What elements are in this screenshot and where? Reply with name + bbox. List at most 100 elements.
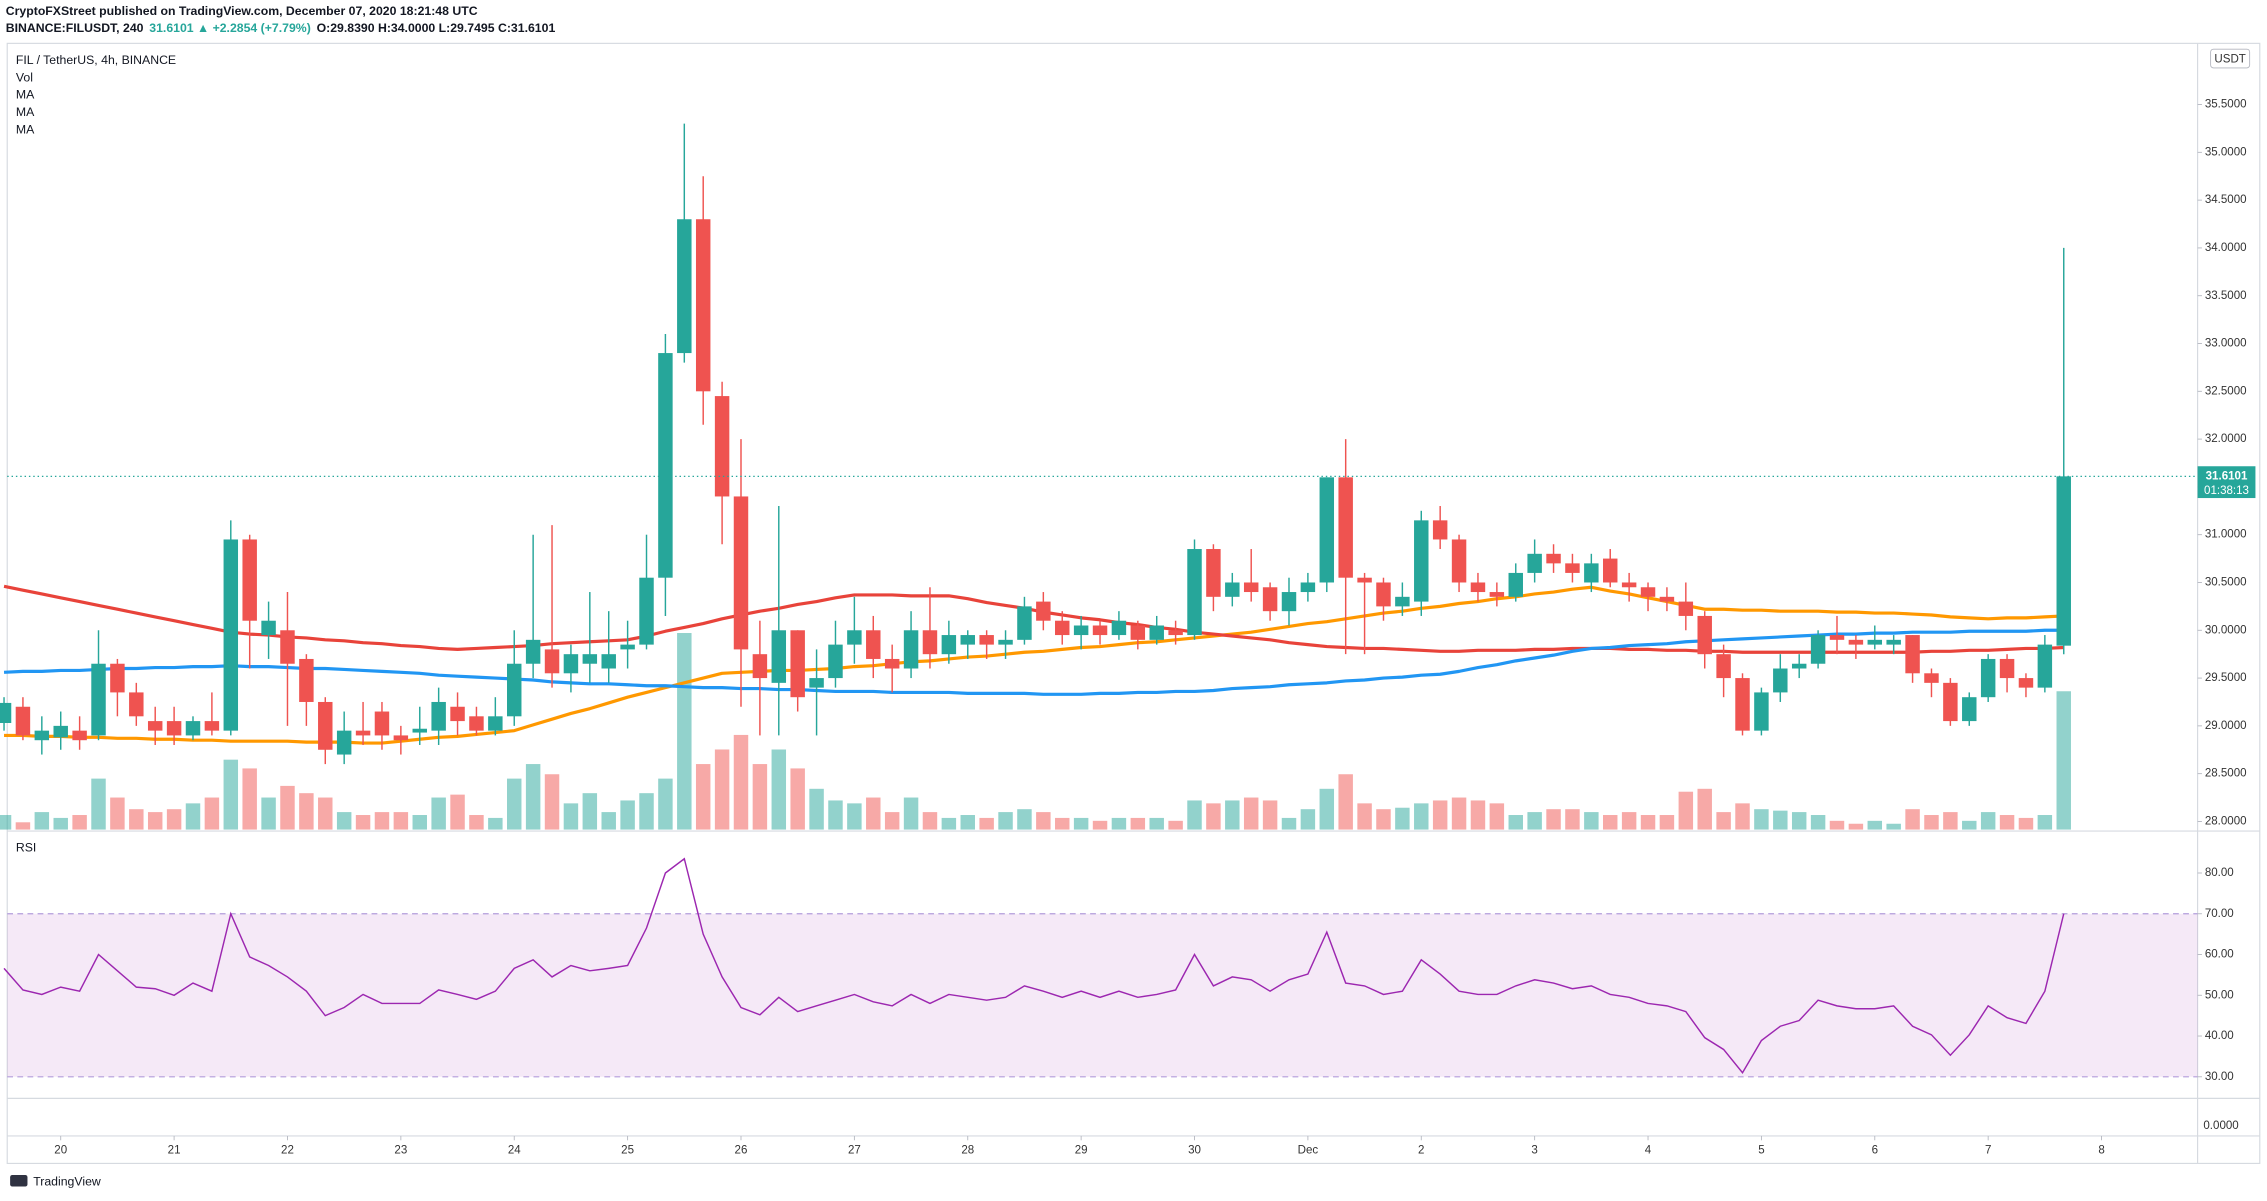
candle-body [72,730,87,741]
candle-body [374,711,390,736]
x-tick-label: 26 [735,1144,748,1156]
volume-bar [752,764,768,830]
volume-bar [1111,817,1127,830]
volume-bar [110,797,125,830]
volume-bar [1810,815,1826,830]
candle-body [1262,587,1278,612]
candle-body [2037,644,2053,688]
candle-body [1886,639,1901,645]
x-tick-label: 4 [1645,1144,1652,1156]
candle-body [1036,601,1051,621]
volume-bar [1281,817,1297,830]
volume-bar [620,800,635,830]
candle-body [280,630,295,664]
volume-bar [1432,800,1448,830]
candle-body [1810,635,1826,664]
candle-body [1848,639,1864,645]
candle-body [1073,625,1089,636]
candle-body [525,639,541,664]
y-tick-label: 28.5000 [2205,768,2247,780]
candle-body [242,539,257,621]
y-tick-label: 29.5000 [2205,672,2247,684]
candle-body [1414,520,1429,602]
currency: USDT [2214,53,2245,65]
candle-body [1962,697,1977,722]
candle-body [450,706,465,722]
candle-body [1943,682,1958,722]
y-tick-label: 35.0000 [2205,146,2247,158]
candle-body [1867,639,1883,645]
volume-bar [1980,812,1996,830]
candle-body [15,706,31,736]
candle-body [1754,692,1769,731]
volume-bar [1470,800,1486,830]
candle-body [1092,625,1108,636]
volume-bar [960,815,975,830]
candle-body [1584,563,1599,583]
volume-bar [204,797,220,830]
candle-body [847,630,862,645]
volume-bar [544,774,560,830]
symbol-line: BINANCE:FILUSDT, 240 31.6101 ▲ +2.2854 (+… [6,21,556,35]
volume-bar [979,817,994,830]
candle-body [828,644,843,679]
volume-bar [1262,800,1278,830]
volume-bar [809,788,824,830]
volume-bar [393,812,409,830]
volume-bar [1603,815,1618,830]
volume-bar [582,793,598,830]
candle-body [1376,582,1391,607]
volume-bar [1584,812,1599,830]
x-tick-label: 28 [961,1144,974,1156]
brand-logo [10,1174,28,1187]
volume-bar [922,812,938,830]
volume-bar [601,812,616,830]
candle-body [34,730,50,741]
volume-bar [185,803,201,830]
rsi-line [3,857,2065,1074]
brand[interactable]: TradingView [10,1174,101,1188]
volume-bar [1338,774,1353,830]
volume-bar [1414,803,1429,830]
candle-body [752,654,768,679]
candle-body [1206,549,1221,597]
volume-bar [1640,815,1656,830]
volume-bar [1130,817,1146,830]
volume-bar [1073,817,1089,830]
candle-body [658,353,673,578]
candle-body [1735,678,1750,731]
volume-bar [488,817,503,830]
volume-bar [941,817,957,830]
volume-bar [714,749,730,830]
volume-bar [1716,812,1731,830]
candle-body [620,644,635,650]
legend-ma: MA [16,88,35,102]
y-tick-label: 32.5000 [2205,385,2247,397]
currency-badge[interactable] [2210,48,2251,69]
candle-body [979,635,994,645]
candle-body [1791,663,1807,669]
volume-bar [1886,823,1901,830]
volume-bar [1659,815,1675,830]
volume-bar [1168,820,1183,830]
volume-bar [469,815,484,830]
volume-bar [1678,791,1694,830]
candle-body [110,663,125,693]
volume-bar [1527,812,1542,830]
volume-bar [299,793,314,830]
volume-bar [771,749,787,830]
volume-bar [1905,809,1920,830]
candle-body [1659,596,1675,602]
volume-bar [1017,809,1032,830]
candle-body [601,654,616,669]
candle-body [1187,549,1202,636]
candle-body [1130,625,1146,640]
publisher-line: CryptoFXStreet published on TradingView.… [6,4,478,18]
candle-body [147,721,163,731]
candle-body [1678,601,1694,616]
rsi-y-tick-label: 70.00 [2205,908,2234,920]
volume-bar [828,800,843,830]
x-tick-label: Dec [1298,1144,1319,1156]
ohlc: O:29.8390 H:34.0000 L:29.7495 C:31.6101 [317,21,556,35]
candle-body [469,716,484,731]
